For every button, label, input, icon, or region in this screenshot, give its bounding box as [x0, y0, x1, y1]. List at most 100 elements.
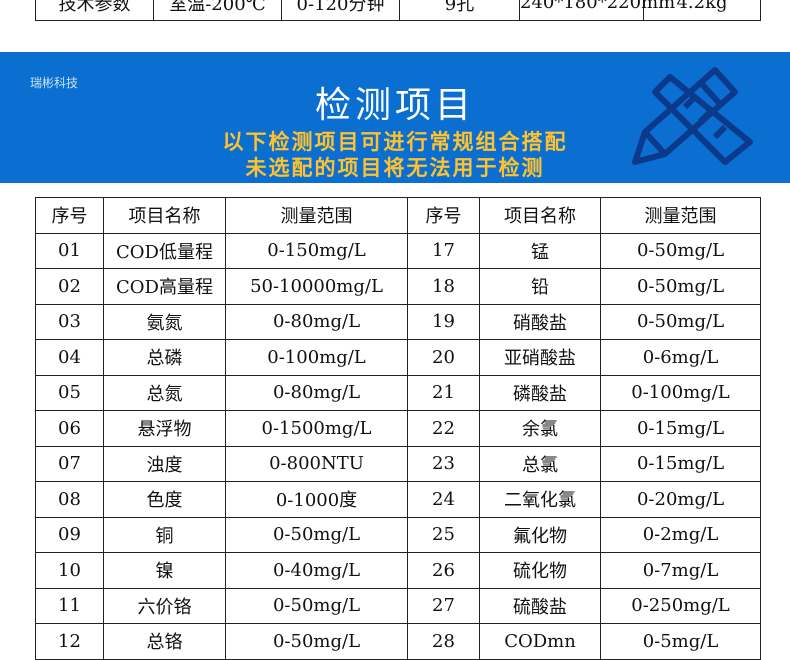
cell: 总磷 [103, 339, 226, 376]
cell: 序号 [407, 197, 480, 234]
cell: 17 [407, 232, 480, 269]
cell: 锰 [479, 232, 601, 269]
cell: 19 [407, 303, 480, 340]
cell: 余氯 [479, 410, 601, 447]
cell: 室温-200℃ [153, 0, 282, 21]
cell: 镍 [103, 552, 226, 589]
banner-title: 检测项目 [314, 85, 475, 126]
cell: 10 [35, 552, 104, 589]
logo: 瑞彬科技 [30, 76, 79, 90]
cell: 序号 [35, 197, 104, 234]
cell: 24 [407, 481, 480, 518]
cell: 4.2kg [643, 0, 761, 21]
cell: 磷酸盐 [479, 374, 601, 411]
cell: 0-50mg/L [225, 516, 408, 553]
cell: 总氮 [103, 374, 226, 411]
cell: 0-80mg/L [225, 303, 408, 340]
cell: 22 [407, 410, 480, 447]
cell: 0-80mg/L [225, 374, 408, 411]
table-row: 08 色度 0-1000度 24 二氧化氯 0-20mg/L [35, 481, 761, 518]
cell: 总铬 [103, 623, 226, 660]
cell: 硫酸盐 [479, 587, 601, 624]
cell: COD低量程 [103, 232, 226, 269]
cell: 悬浮物 [103, 410, 226, 447]
cell: 0-800NTU [225, 445, 408, 482]
cell: 0-50mg/L [600, 303, 761, 340]
cell: 0-40mg/L [225, 552, 408, 589]
table-row: 11 六价铬 0-50mg/L 27 硫酸盐 0-250mg/L [35, 587, 761, 624]
spec-row: 技术参数 室温-200℃ 0-120分钟 9孔 240*180*220mm 4.2kg [35, 0, 761, 21]
cell: 0-15mg/L [600, 410, 761, 447]
cell: 0-150mg/L [225, 232, 408, 269]
cell: 0-6mg/L [600, 339, 761, 376]
cell: 240*180*220mm [519, 0, 675, 21]
cell: 项目名称 [103, 197, 226, 234]
cell: 08 [35, 481, 104, 518]
cell: 03 [35, 303, 104, 340]
cell: 氟化物 [479, 516, 601, 553]
cell: 0-250mg/L [600, 587, 761, 624]
table-row: 12 总铬 0-50mg/L 28 CODmn 0-5mg/L [35, 623, 761, 660]
spec-table: 技术参数 室温-200℃ 0-120分钟 9孔 240*180*220mm 4.2kg [35, 0, 761, 21]
cell: 23 [407, 445, 480, 482]
cell: 0-100mg/L [225, 339, 408, 376]
cell: 技术参数 [35, 0, 154, 21]
cell: 9孔 [399, 0, 520, 21]
cell: 0-15mg/L [600, 445, 761, 482]
cell: 铅 [479, 268, 601, 305]
cell: 0-5mg/L [600, 623, 761, 660]
cell: 浊度 [103, 445, 226, 482]
pencil-ruler-icon [632, 67, 753, 165]
cell: 氨氮 [103, 303, 226, 340]
cell: 26 [407, 552, 480, 589]
table-row: 02 COD高量程 50-10000mg/L 18 铅 0-50mg/L [35, 268, 761, 305]
cell: COD高量程 [103, 268, 226, 305]
cell: 硝酸盐 [479, 303, 601, 340]
table-row: 01 COD低量程 0-150mg/L 17 锰 0-50mg/L [35, 232, 761, 269]
table-row: 03 氨氮 0-80mg/L 19 硝酸盐 0-50mg/L [35, 303, 761, 340]
cell: 50-10000mg/L [225, 268, 408, 305]
table-row: 序号 项目名称 测量范围 序号 项目名称 测量范围 [35, 197, 761, 234]
banner-subtitle: 以下检测项目可进行常规组合搭配 [222, 130, 568, 154]
cell: 01 [35, 232, 104, 269]
cell: 0-2mg/L [600, 516, 761, 553]
cell: 06 [35, 410, 104, 447]
cell: 0-50mg/L [600, 268, 761, 305]
cell: CODmn [479, 623, 601, 660]
table-row: 06 悬浮物 0-1500mg/L 22 余氯 0-15mg/L [35, 410, 761, 447]
table-row: 07 浊度 0-800NTU 23 总氯 0-15mg/L [35, 445, 761, 482]
cell: 总氯 [479, 445, 601, 482]
banner-subtitle: 未选配的项目将无法用于检测 [245, 156, 545, 180]
cell: 0-50mg/L [225, 623, 408, 660]
cell: 硫化物 [479, 552, 601, 589]
cell: 04 [35, 339, 104, 376]
cell: 09 [35, 516, 104, 553]
cell: 0-50mg/L [225, 587, 408, 624]
items-table: 序号 项目名称 测量范围 序号 项目名称 测量范围 01 COD低量程 0-150mg/L 17 锰… [35, 197, 761, 660]
cell: 0-20mg/L [600, 481, 761, 518]
cell: 二氧化氯 [479, 481, 601, 518]
cell: 0-1000度 [225, 481, 408, 518]
cell: 铜 [103, 516, 226, 553]
cell: 28 [407, 623, 480, 660]
cell: 六价铬 [103, 587, 226, 624]
cell: 项目名称 [479, 197, 601, 234]
cell: 11 [35, 587, 104, 624]
cell: 12 [35, 623, 104, 660]
table-row: 10 镍 0-40mg/L 26 硫化物 0-7mg/L [35, 552, 761, 589]
cell: 0-120分钟 [281, 0, 400, 21]
cell: 05 [35, 374, 104, 411]
cell: 0-50mg/L [600, 232, 761, 269]
cell: 测量范围 [600, 197, 761, 234]
cell: 21 [407, 374, 480, 411]
cell: 07 [35, 445, 104, 482]
cell: 27 [407, 587, 480, 624]
table-row: 05 总氮 0-80mg/L 21 磷酸盐 0-100mg/L [35, 374, 761, 411]
cell: 0-1500mg/L [225, 410, 408, 447]
cell: 18 [407, 268, 480, 305]
cell: 20 [407, 339, 480, 376]
banner: 瑞彬科技 检测项目 以下检测项目可进行常规组合搭配 未选配的项目将无法用于检测 [0, 52, 790, 183]
cell: 25 [407, 516, 480, 553]
table-row: 04 总磷 0-100mg/L 20 亚硝酸盐 0-6mg/L [35, 339, 761, 376]
